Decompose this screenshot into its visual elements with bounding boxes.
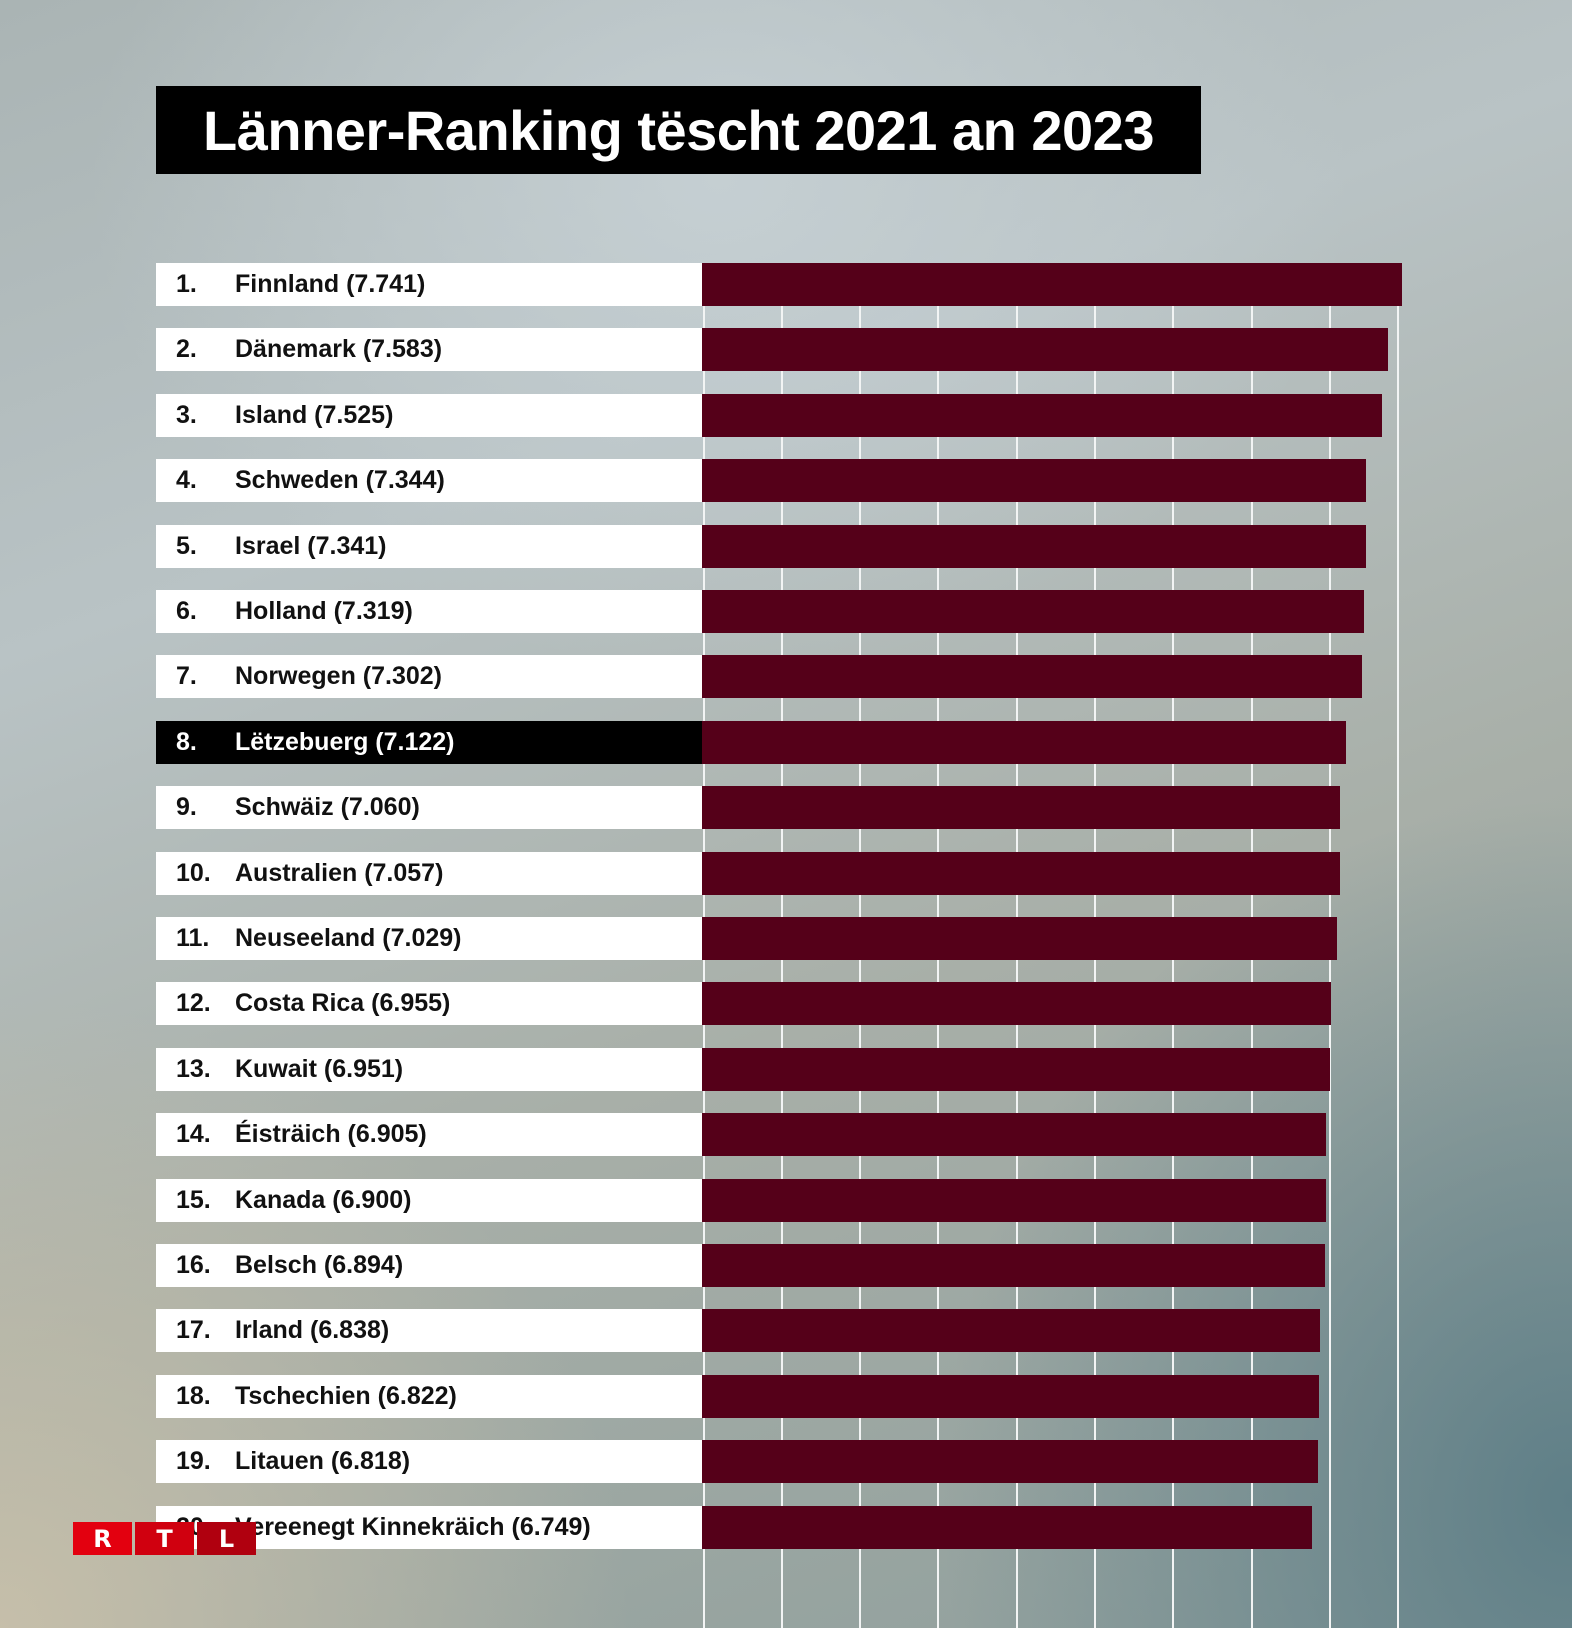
bar <box>702 982 1331 1026</box>
rank-label: 13. <box>176 1054 211 1083</box>
label-row: 16. Belsch (6.894) <box>156 1244 702 1287</box>
bar <box>702 1440 1319 1484</box>
bar <box>702 1309 1321 1353</box>
label-row: 2. Dänemark (7.583) <box>156 328 702 372</box>
bar <box>702 590 1364 633</box>
bar <box>702 459 1366 503</box>
rank-label: 14. <box>176 1120 211 1149</box>
bar <box>702 655 1363 699</box>
label-row: 7. Norwegen (7.302) <box>156 655 702 699</box>
country-label: Schweden (7.344) <box>235 466 445 495</box>
rank-label: 11. <box>176 924 210 952</box>
country-label: Irland (6.838) <box>235 1316 390 1345</box>
country-label: Schwäiz (7.060) <box>235 793 420 822</box>
label-row: 8. Lëtzebuerg (7.122) <box>156 720 702 764</box>
logo-letter-r: R <box>73 1522 132 1555</box>
bar <box>702 786 1341 830</box>
label-row: 11. Neuseeland (7.029) <box>156 917 702 960</box>
label-row: 13. Kuwait (6.951) <box>156 1047 702 1091</box>
label-row: 6. Holland (7.319) <box>156 590 702 633</box>
country-label: Holland (7.319) <box>235 597 413 625</box>
bar <box>702 917 1338 960</box>
bar <box>702 720 1346 764</box>
bar <box>702 1178 1326 1222</box>
country-label: Vereenegt Kinnekräich (6.749) <box>235 1512 591 1541</box>
label-row: 12. Costa Rica (6.955) <box>156 982 702 1026</box>
label-row: 3. Island (7.525) <box>156 393 702 437</box>
bar <box>702 1505 1313 1549</box>
country-label: Kanada (6.900) <box>235 1185 412 1214</box>
country-label: Lëtzebuerg (7.122) <box>235 727 455 756</box>
rank-label: 19. <box>176 1447 211 1476</box>
label-row: 14. Éisträich (6.905) <box>156 1113 702 1157</box>
rtl-logo: R T L <box>73 1522 256 1555</box>
title-banner: Länner-Ranking tëscht 2021 an 2023 <box>156 86 1201 174</box>
rank-label: 5. <box>176 531 197 560</box>
country-label: Island (7.525) <box>235 400 394 429</box>
label-row: 5. Israel (7.341) <box>156 524 702 568</box>
label-row: 1. Finnland (7.741) <box>156 263 702 306</box>
label-row: 20.Vereenegt Kinnekräich (6.749) <box>156 1505 702 1549</box>
label-row: 18. Tschechien (6.822) <box>156 1374 702 1418</box>
rank-label: 6. <box>176 597 197 625</box>
bar <box>702 1113 1327 1157</box>
country-label: Litauen (6.818) <box>235 1447 411 1476</box>
label-row: 19. Litauen (6.818) <box>156 1440 702 1484</box>
rank-label: 2. <box>176 335 197 364</box>
bar <box>702 328 1388 372</box>
bar <box>702 851 1340 895</box>
logo-letter-l: L <box>197 1522 256 1555</box>
rank-label: 7. <box>176 662 197 691</box>
rank-label: 15. <box>176 1185 211 1214</box>
chart-title: Länner-Ranking tëscht 2021 an 2023 <box>203 98 1154 162</box>
rank-label: 16. <box>176 1251 211 1279</box>
country-label: Tschechien (6.822) <box>235 1381 457 1410</box>
rank-label: 10. <box>176 858 211 887</box>
bar <box>702 1374 1319 1418</box>
rank-label: 17. <box>176 1316 211 1345</box>
country-label: Kuwait (6.951) <box>235 1054 404 1083</box>
logo-letter-t: T <box>135 1522 194 1555</box>
label-row: 4. Schweden (7.344) <box>156 459 702 503</box>
rank-label: 8. <box>176 727 197 756</box>
rank-label: 1. <box>176 270 197 298</box>
rank-label: 3. <box>176 400 197 429</box>
label-row: 10. Australien (7.057) <box>156 851 702 895</box>
bar <box>702 1047 1331 1091</box>
country-label: Finnland (7.741) <box>235 270 426 298</box>
country-label: Neuseeland (7.029) <box>235 924 462 952</box>
country-label: Belsch (6.894) <box>235 1251 404 1279</box>
country-label: Israel (7.341) <box>235 531 387 560</box>
label-row: 17. Irland (6.838) <box>156 1309 702 1353</box>
country-label: Dänemark (7.583) <box>235 335 443 364</box>
rank-label: 18. <box>176 1381 211 1410</box>
bar <box>702 263 1402 306</box>
label-row: 9. Schwäiz (7.060) <box>156 786 702 830</box>
rank-label: 9. <box>176 793 197 822</box>
country-label: Norwegen (7.302) <box>235 662 443 691</box>
rank-label: 4. <box>176 466 197 495</box>
bar <box>702 524 1366 568</box>
country-label: Éisträich (6.905) <box>235 1120 427 1149</box>
label-row: 15. Kanada (6.900) <box>156 1178 702 1222</box>
rank-label: 12. <box>176 989 211 1018</box>
bar <box>702 1244 1326 1287</box>
country-label: Costa Rica (6.955) <box>235 989 451 1018</box>
country-label: Australien (7.057) <box>235 858 444 887</box>
bar <box>702 393 1383 437</box>
